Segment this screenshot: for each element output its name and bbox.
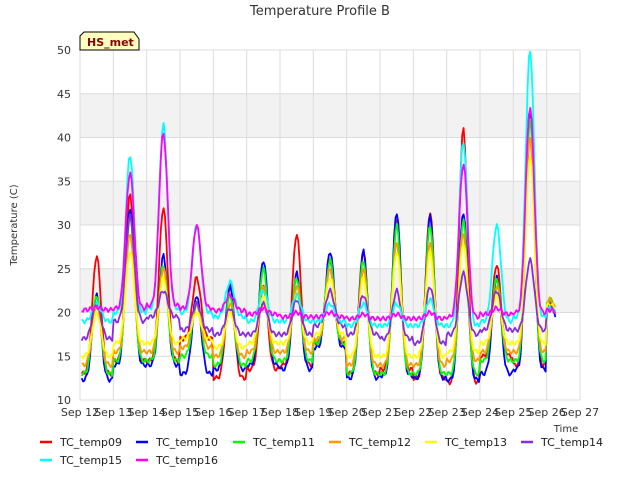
y-tick-label: 30 bbox=[57, 219, 71, 232]
x-axis-label: Time bbox=[553, 424, 578, 435]
x-tick-label: Sep 15 bbox=[161, 406, 199, 419]
x-tick-label: Sep 16 bbox=[194, 406, 232, 419]
legend-label: TC_temp12 bbox=[348, 436, 411, 449]
station-badge: HS_met bbox=[79, 31, 140, 51]
x-tick-label: Sep 18 bbox=[261, 406, 299, 419]
legend: TC_temp09 TC_temp10 TC_temp11 TC_temp12 TC_t… bbox=[40, 436, 603, 467]
x-tick-label: Sep 19 bbox=[294, 406, 332, 419]
x-tick-label: Sep 17 bbox=[228, 406, 266, 419]
y-tick-label: 40 bbox=[57, 132, 71, 145]
x-tick-label: Sep 24 bbox=[461, 406, 499, 419]
x-tick-label: Sep 25 bbox=[494, 406, 532, 419]
y-tick-label: 10 bbox=[57, 394, 71, 407]
x-tick-label: Sep 14 bbox=[128, 406, 166, 419]
badge-shape bbox=[79, 31, 140, 51]
series-line-TC_temp14 bbox=[80, 213, 556, 347]
x-tick-label: Sep 23 bbox=[428, 406, 466, 419]
x-tick-label: Sep 26 bbox=[528, 406, 566, 419]
badge-label: HS_met bbox=[87, 36, 134, 49]
chart-title: Temperature Profile B bbox=[249, 4, 390, 19]
series-line-TC_temp16 bbox=[81, 107, 556, 322]
y-tick-label: 45 bbox=[57, 88, 71, 101]
x-tick-label: Sep 22 bbox=[394, 406, 432, 419]
y-tick-label: 20 bbox=[57, 307, 71, 320]
x-tick-label: Sep 12 bbox=[61, 406, 99, 419]
shaded-band bbox=[80, 93, 580, 138]
x-tick-label: Sep 20 bbox=[328, 406, 366, 419]
legend-label: TC_temp10 bbox=[155, 436, 218, 449]
legend-label: TC_temp14 bbox=[540, 436, 603, 449]
y-axis-label: Temperature (C) bbox=[9, 184, 20, 266]
legend-label: TC_temp11 bbox=[252, 436, 315, 449]
y-tick-label: 25 bbox=[57, 263, 71, 276]
legend-label: TC_temp09 bbox=[59, 436, 122, 449]
legend-label: TC_temp16 bbox=[155, 454, 218, 467]
y-tick-label: 35 bbox=[57, 175, 71, 188]
x-tick-label: Sep 21 bbox=[361, 406, 399, 419]
y-tick-label: 15 bbox=[57, 350, 71, 363]
series-lines bbox=[80, 50, 557, 386]
y-tick-label: 50 bbox=[57, 44, 71, 57]
shaded-band bbox=[80, 181, 580, 225]
x-tick-label: Sep 27 bbox=[561, 406, 599, 419]
y-ticks: 10 15 20 25 30 35 40 45 50 bbox=[57, 44, 71, 407]
x-tick-label: Sep 13 bbox=[94, 406, 132, 419]
series-line-TC_temp13 bbox=[80, 156, 557, 360]
legend-label: TC_temp13 bbox=[444, 436, 507, 449]
legend-label: TC_temp15 bbox=[59, 454, 122, 467]
